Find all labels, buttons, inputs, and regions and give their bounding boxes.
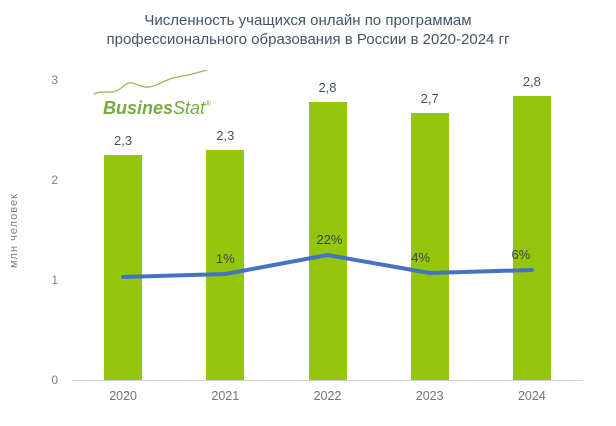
bar-value-label-2023: 2,7 — [420, 91, 439, 106]
y-tick-2: 2 — [51, 173, 58, 187]
growth-percent-label-2024: 6% — [511, 247, 531, 262]
growth-percent-label-2022: 22% — [316, 232, 343, 247]
chart-title: Численность учащихся онлайн по программа… — [0, 11, 616, 49]
bar-2024 — [512, 96, 551, 380]
y-tick-1: 1 — [51, 273, 58, 287]
x-tick-2024: 2024 — [517, 389, 546, 403]
bar-2023 — [410, 113, 449, 380]
y-tick-0: 0 — [51, 373, 58, 387]
logo-text: BusinesStat® — [103, 95, 211, 117]
bar-value-label-2022: 2,8 — [318, 80, 337, 95]
businesstat-logo: BusinesStat® — [92, 68, 222, 118]
bar-2020 — [104, 155, 143, 380]
x-axis-line — [72, 380, 583, 381]
y-axis-title: млн человек — [8, 193, 20, 269]
x-tick-2020: 2020 — [109, 389, 137, 403]
y-tick-3: 3 — [51, 73, 58, 87]
logo-text-busines: Busines — [103, 98, 174, 118]
bar-value-label-2021: 2,3 — [216, 128, 235, 143]
logo-growth-line-icon — [93, 70, 209, 95]
x-tick-2022: 2022 — [313, 389, 342, 403]
chart-title-line2: профессионального образования в России в… — [106, 31, 510, 48]
growth-percent-label-2021: 1% — [215, 251, 235, 266]
registered-trademark-icon: ® — [205, 99, 211, 108]
bar-value-label-2020: 2,3 — [114, 133, 133, 148]
x-tick-2021: 2021 — [211, 389, 240, 403]
bar-2022 — [308, 102, 347, 380]
bar-value-label-2024: 2,8 — [522, 74, 541, 89]
x-tick-2023: 2023 — [415, 389, 444, 403]
growth-percent-label-2023: 4% — [411, 250, 431, 265]
logo-text-stat: Stat — [173, 98, 206, 118]
chart-title-line1: Численность учащихся онлайн по программа… — [144, 12, 472, 29]
